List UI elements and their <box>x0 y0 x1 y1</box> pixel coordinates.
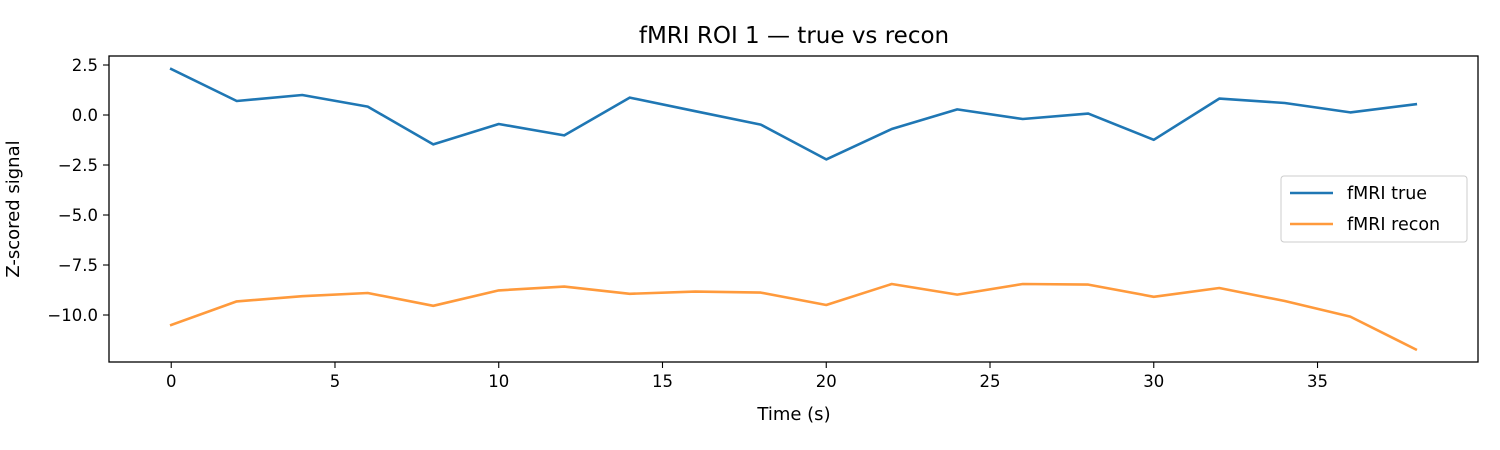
y-tick-label: −7.5 <box>58 256 98 275</box>
x-axis-label: Time (s) <box>756 404 830 425</box>
y-tick-label: −5.0 <box>58 206 98 225</box>
y-axis: 2.5 0.0 −2.5 −5.0 −7.5 −10.0 <box>47 56 109 325</box>
x-tick-label: 0 <box>166 372 177 391</box>
y-tick-label: −2.5 <box>58 156 98 175</box>
series-line-1 <box>169 67 1418 161</box>
plot-area <box>169 67 1418 352</box>
legend-label-1: fMRI true <box>1347 184 1427 204</box>
x-tick-label: 25 <box>980 372 1001 391</box>
x-tick-label: 30 <box>1143 372 1164 391</box>
y-tick-label: 2.5 <box>72 56 98 75</box>
legend: fMRI true fMRI recon <box>1280 175 1468 243</box>
series-line-2 <box>169 282 1418 352</box>
x-tick-label: 20 <box>816 372 837 391</box>
x-tick-label: 5 <box>330 372 341 391</box>
x-tick-label: 35 <box>1307 372 1328 391</box>
y-tick-label: −10.0 <box>47 306 98 325</box>
chart-title: fMRI ROI 1 — true vs recon <box>639 23 949 49</box>
legend-label-2: fMRI recon <box>1347 215 1440 235</box>
x-axis: 0 5 10 15 20 25 30 35 <box>166 362 1328 391</box>
x-tick-label: 15 <box>652 372 673 391</box>
x-tick-label: 10 <box>488 372 509 391</box>
plot-frame <box>108 55 1479 363</box>
y-axis-label: Z-scored signal <box>3 140 24 277</box>
y-tick-label: 0.0 <box>72 106 98 125</box>
